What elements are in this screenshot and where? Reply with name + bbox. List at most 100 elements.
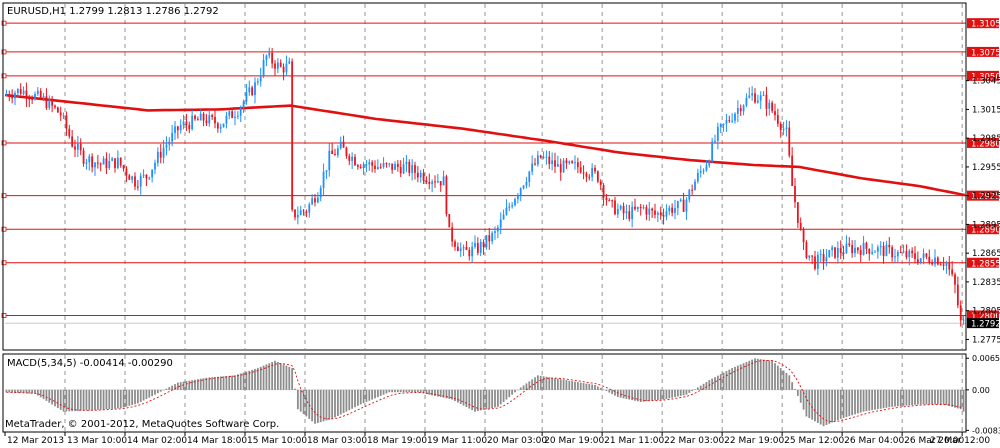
bull-candle xyxy=(619,205,622,209)
macd-bar xyxy=(354,389,356,408)
bear-candle xyxy=(771,102,774,112)
bear-candle xyxy=(28,98,31,100)
macd-bar xyxy=(548,377,551,390)
level-anchor xyxy=(1,260,7,266)
macd-bar xyxy=(579,382,582,390)
bear-candle xyxy=(799,222,802,230)
macd-bar xyxy=(474,389,476,412)
macd-bar xyxy=(962,389,965,412)
macd-bar xyxy=(362,389,365,404)
macd-bar xyxy=(228,375,231,390)
macd-bar xyxy=(142,389,145,401)
bear-candle xyxy=(671,207,674,213)
bull-candle xyxy=(316,197,319,203)
bull-candle xyxy=(102,158,105,165)
bull-candle xyxy=(325,170,328,172)
bull-candle xyxy=(5,94,8,96)
bear-candle xyxy=(114,158,116,169)
macd-bar xyxy=(719,374,722,390)
price-tag-label: 1.3050 xyxy=(971,72,1000,82)
bear-candle xyxy=(391,163,394,170)
macd-bar xyxy=(491,389,494,409)
bear-candle xyxy=(439,181,442,186)
macd-bar xyxy=(751,359,754,390)
macd-bar xyxy=(71,389,74,412)
bear-candle xyxy=(91,156,94,168)
bear-candle xyxy=(279,62,282,67)
bear-candle xyxy=(214,116,216,124)
bull-candle xyxy=(268,52,271,56)
macd-bar xyxy=(796,389,799,396)
level-anchor xyxy=(1,313,7,318)
bull-candle xyxy=(648,208,651,215)
macd-bar xyxy=(791,382,794,390)
macd-bar xyxy=(8,389,11,393)
x-tick-label: 18 Mar 03:00 xyxy=(307,436,367,446)
bull-candle xyxy=(665,211,668,217)
macd-bar xyxy=(202,378,205,390)
macd-bar xyxy=(291,368,294,390)
bear-candle xyxy=(79,143,82,151)
macd-bar xyxy=(51,389,54,405)
macd-bar xyxy=(305,389,308,417)
bull-candle xyxy=(479,241,482,253)
bull-candle xyxy=(171,132,174,142)
macd-bar xyxy=(319,389,322,423)
bear-candle xyxy=(159,151,162,158)
macd-bar xyxy=(822,389,825,427)
macd-bar xyxy=(879,389,882,409)
bear-candle xyxy=(565,160,568,164)
bull-candle xyxy=(299,210,302,215)
bull-candle xyxy=(285,63,288,73)
bull-candle xyxy=(151,169,154,178)
macd-bar xyxy=(159,389,162,392)
bear-candle xyxy=(8,94,11,97)
bull-candle xyxy=(768,102,771,109)
macd-bar xyxy=(528,381,531,390)
macd-bar xyxy=(311,389,314,422)
macd-bar xyxy=(308,389,311,419)
bear-candle xyxy=(145,174,148,179)
x-tick-label: 21 Mar 11:00 xyxy=(604,436,664,446)
copyright-text: MetaTrader, © 2001-2012, MetaQuotes Soft… xyxy=(5,419,279,430)
bull-candle xyxy=(208,115,211,124)
macd-bar xyxy=(39,389,42,398)
bull-candle xyxy=(574,162,576,164)
bull-candle xyxy=(876,247,879,252)
macd-bar xyxy=(248,370,251,390)
macd-bar xyxy=(139,389,142,402)
bear-candle xyxy=(45,96,48,108)
bull-candle xyxy=(879,246,882,248)
macd-bar xyxy=(702,383,705,390)
macd-bar xyxy=(634,389,636,401)
macd-bar xyxy=(22,389,25,394)
x-tick-label: 20 Mar 03:00 xyxy=(487,436,547,446)
bear-candle xyxy=(19,88,22,94)
macd-bar xyxy=(108,389,111,410)
y-tick-label: 1.2865 xyxy=(972,249,1000,259)
axes: 12 Mar 2013 13 Mar 10:00 14 Mar 02:00 14 Ma… xyxy=(4,77,1000,446)
bull-candle xyxy=(688,189,691,200)
x-tick-label: 15 Mar 10:00 xyxy=(247,436,307,446)
bear-candle xyxy=(942,264,945,266)
macd-bar xyxy=(911,389,914,406)
y-tick-label: 1.3015 xyxy=(972,105,1000,115)
bull-candle xyxy=(42,96,45,99)
macd-bar xyxy=(19,389,22,393)
macd-bar xyxy=(56,389,59,409)
macd-bar xyxy=(351,389,354,409)
bear-candle xyxy=(454,241,456,247)
macd-bar xyxy=(431,389,434,396)
x-tick-label: 20 Mar 19:00 xyxy=(544,436,604,446)
macd-bar xyxy=(696,387,699,390)
macd-bar xyxy=(174,384,176,390)
bear-candle xyxy=(128,175,131,180)
macd-bar xyxy=(268,363,271,390)
macd-bar xyxy=(451,389,454,400)
bear-candle xyxy=(682,199,685,212)
bull-candle xyxy=(431,181,434,184)
bull-candle xyxy=(142,174,145,176)
macd-bar xyxy=(662,389,665,400)
macd-bar xyxy=(576,382,579,390)
bull-candle xyxy=(256,81,259,83)
